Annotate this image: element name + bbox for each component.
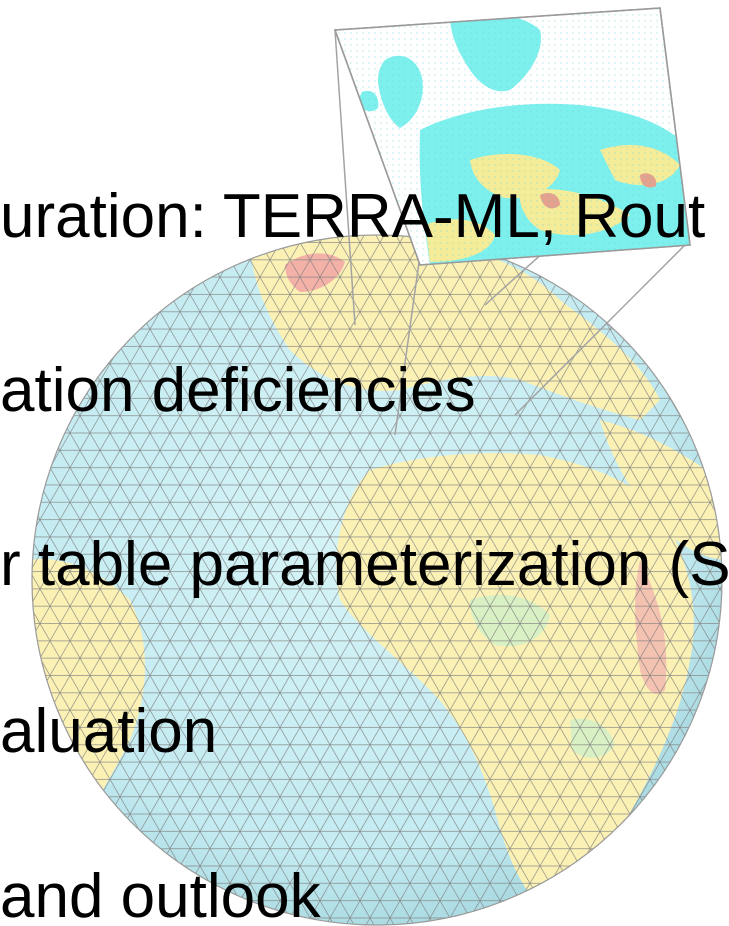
bullet-line-1: uration: TERRA-ML, Rout	[0, 182, 706, 251]
globe-land	[32, 235, 722, 925]
bullet-line-5: and outlook	[0, 862, 321, 926]
bullet-line-2: ation deficiencies	[0, 356, 476, 425]
bullet-line-4: aluation	[0, 697, 218, 766]
bullet-line-3: r table parameterization (S	[0, 530, 729, 599]
